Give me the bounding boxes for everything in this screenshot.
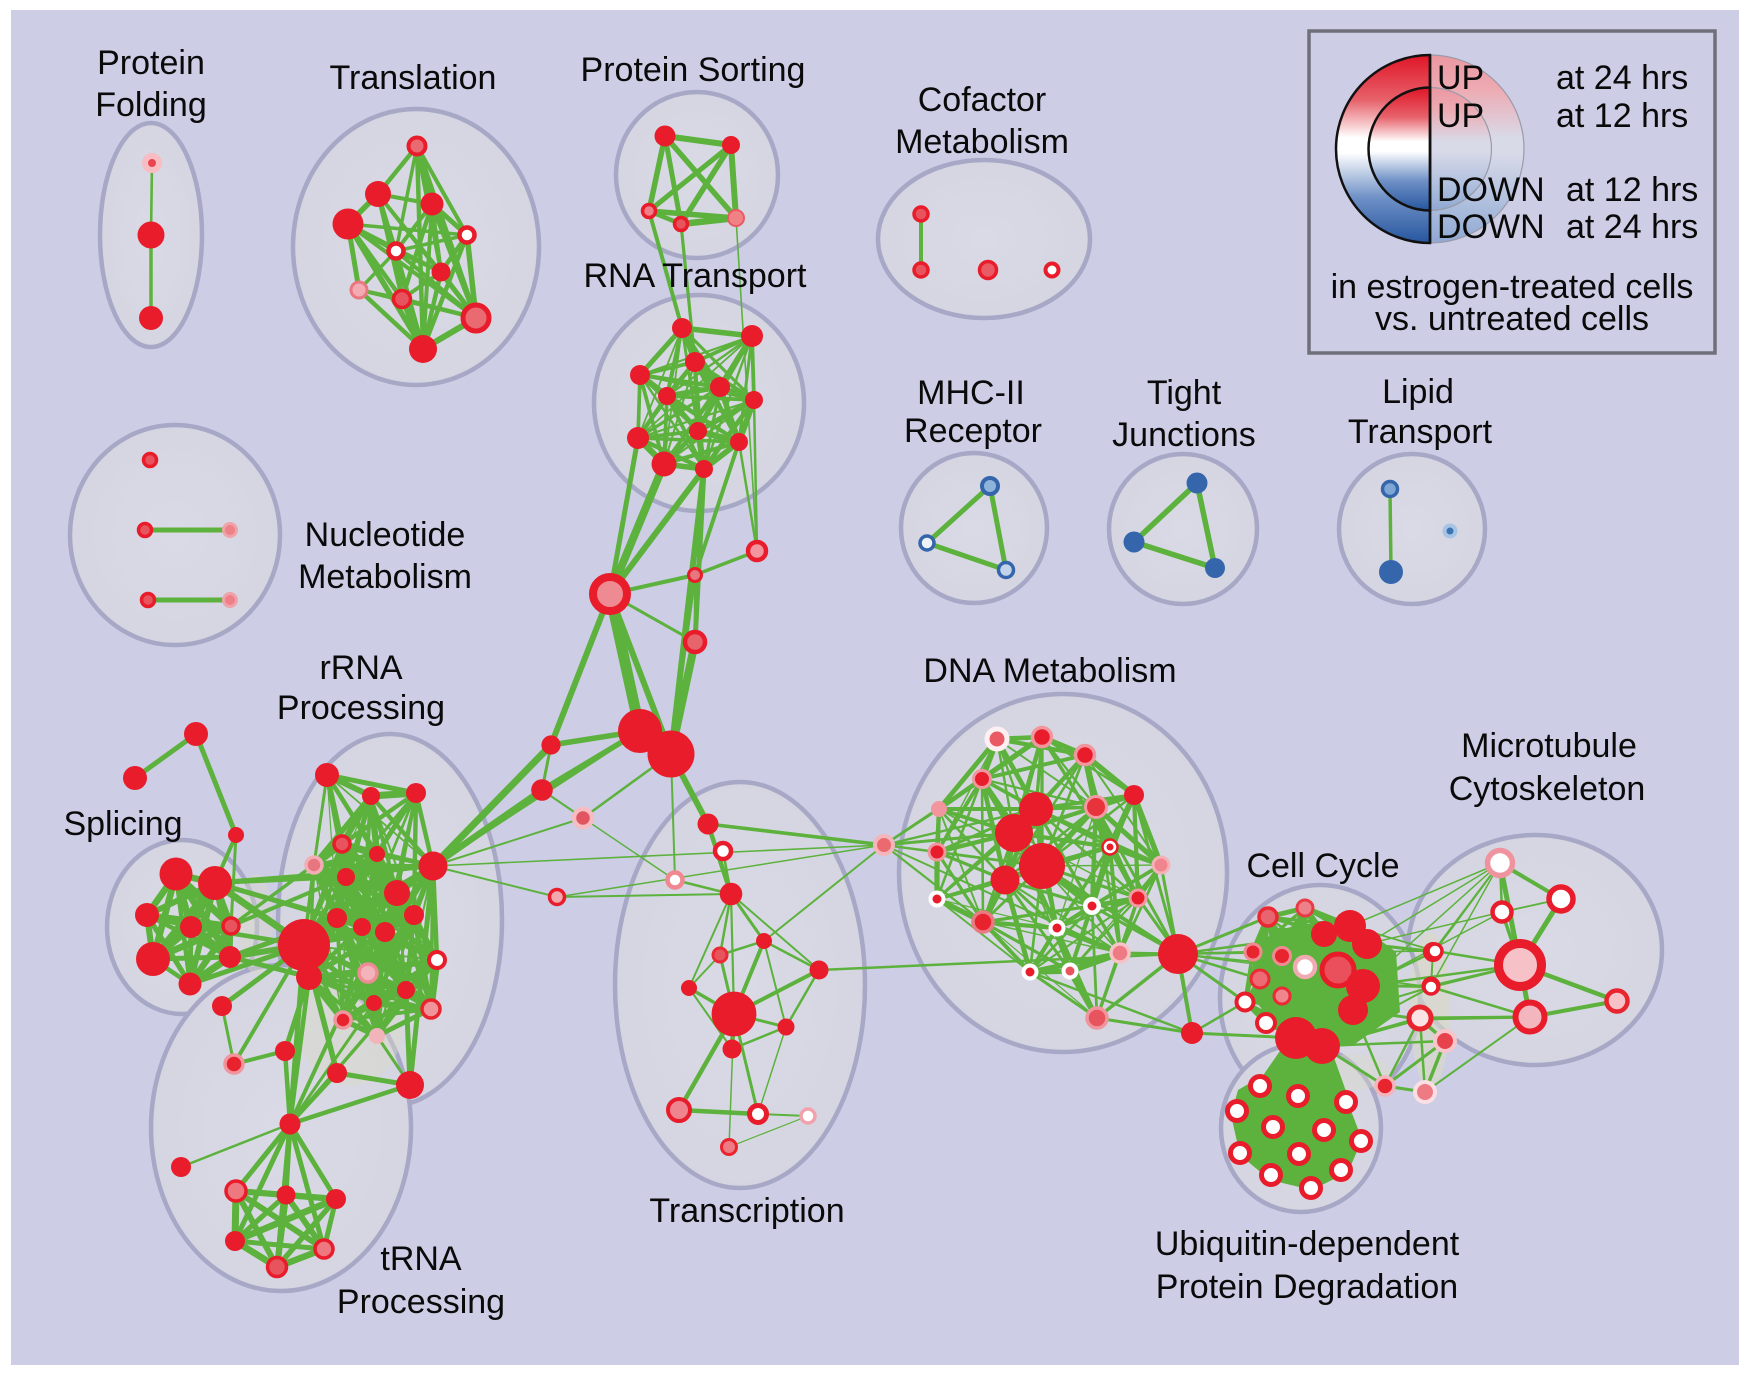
svg-text:Tight: Tight [1147,374,1222,412]
svg-text:Protein Sorting: Protein Sorting [581,51,806,89]
svg-text:Folding: Folding [95,86,207,124]
svg-text:at 24 hrs: at 24 hrs [1556,59,1688,97]
svg-text:UP: UP [1437,59,1484,97]
svg-text:RNA Transport: RNA Transport [584,257,808,295]
svg-text:MHC-II: MHC-II [917,374,1025,412]
svg-text:Lipid: Lipid [1382,373,1454,411]
svg-text:Metabolism: Metabolism [895,123,1069,161]
svg-text:Ubiquitin-dependent: Ubiquitin-dependent [1155,1225,1460,1263]
svg-text:DNA Metabolism: DNA Metabolism [923,652,1176,690]
svg-text:tRNA: tRNA [380,1240,462,1278]
svg-text:Translation: Translation [330,59,497,97]
svg-text:Receptor: Receptor [904,412,1042,450]
svg-text:at 12 hrs: at 12 hrs [1566,171,1698,209]
svg-text:rRNA: rRNA [319,649,402,687]
svg-text:Processing: Processing [277,689,445,727]
svg-text:at 24 hrs: at 24 hrs [1566,208,1698,246]
svg-text:in estrogen-treated cells: in estrogen-treated cells [1331,268,1694,306]
svg-text:Protein: Protein [97,44,205,82]
svg-text:Transcription: Transcription [649,1192,844,1230]
svg-text:Transport: Transport [1348,413,1493,451]
svg-text:Cofactor: Cofactor [918,81,1047,119]
svg-text:Protein Degradation: Protein Degradation [1156,1268,1458,1306]
svg-text:Junctions: Junctions [1112,416,1256,454]
svg-text:Cell Cycle: Cell Cycle [1246,847,1399,885]
svg-text:at 12 hrs: at 12 hrs [1556,97,1688,135]
svg-text:Metabolism: Metabolism [298,558,472,596]
svg-text:Processing: Processing [337,1283,505,1321]
svg-text:vs. untreated cells: vs. untreated cells [1375,300,1649,338]
svg-text:Splicing: Splicing [63,805,182,843]
svg-text:Nucleotide: Nucleotide [305,516,466,554]
svg-text:Cytoskeleton: Cytoskeleton [1449,770,1646,808]
svg-text:DOWN: DOWN [1437,208,1545,246]
svg-text:DOWN: DOWN [1437,171,1545,209]
svg-text:Microtubule: Microtubule [1461,727,1637,765]
svg-text:UP: UP [1437,97,1484,135]
